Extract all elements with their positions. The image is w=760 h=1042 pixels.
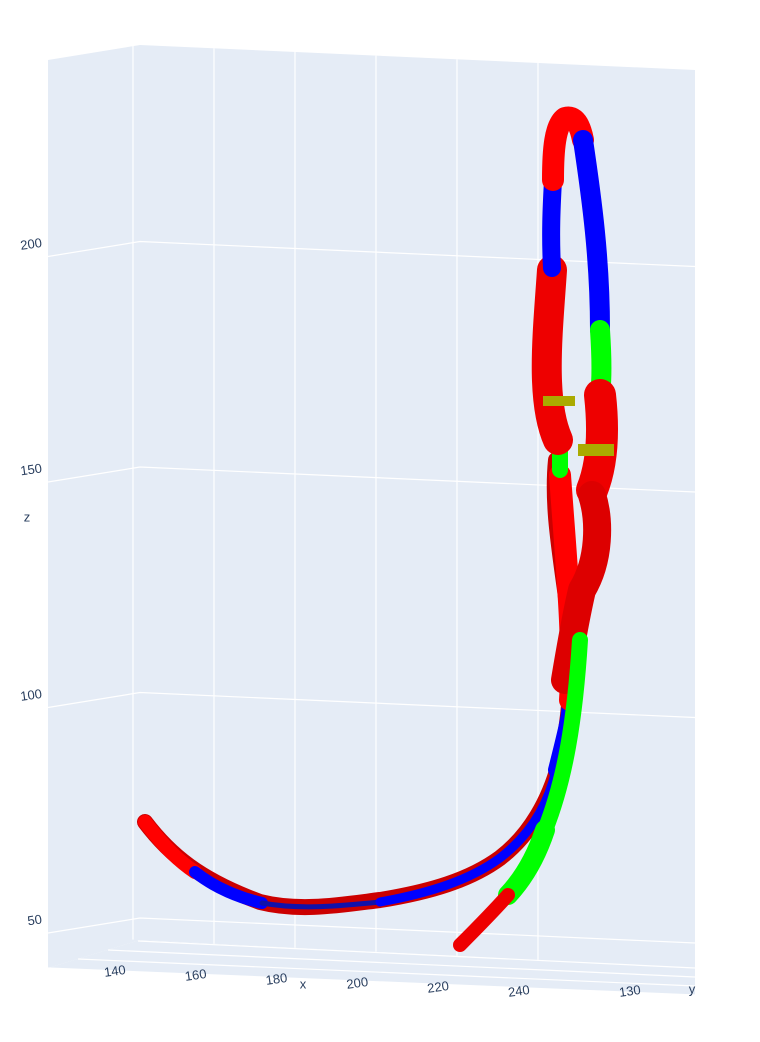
ribbon-segment — [542, 106, 594, 191]
x-tick-label: 200 — [345, 974, 369, 992]
x-axis-title: x — [300, 976, 307, 991]
ribbon-band — [578, 444, 614, 456]
left-wall — [48, 45, 140, 968]
ribbon-segment — [189, 866, 268, 909]
z-axis-title: z — [24, 509, 31, 524]
z-tick-label: 50 — [26, 912, 42, 929]
grid-line — [47, 240, 696, 268]
grid-line — [47, 466, 696, 493]
ribbon-segment — [375, 765, 561, 907]
x-tick-label: 240 — [507, 982, 531, 1000]
grid — [47, 44, 696, 996]
grid-line — [137, 940, 696, 969]
ribbon-segment — [453, 888, 515, 952]
grid-line — [47, 917, 696, 944]
ribbon-band — [543, 396, 575, 406]
ribbon-segment — [542, 171, 562, 277]
x-tick-label: 160 — [184, 966, 208, 984]
ribbon-segment — [537, 632, 588, 838]
ribbon-segment — [576, 379, 618, 506]
grid-line — [77, 958, 696, 987]
grid-line — [47, 967, 696, 996]
ribbon — [137, 106, 618, 952]
grid-line — [47, 691, 696, 719]
z-tick-label: 150 — [19, 461, 43, 479]
ribbon-segment — [531, 255, 573, 455]
y-axis-title: y — [689, 981, 696, 996]
axis-labels: x y z — [24, 509, 696, 996]
x-tick-label: 220 — [426, 978, 450, 996]
z-tick-label: 200 — [19, 235, 43, 253]
grid-line — [107, 949, 696, 978]
x-tick-label: 140 — [103, 962, 127, 980]
z-tick-label: 100 — [19, 686, 43, 704]
y-tick-label: 130 — [618, 982, 642, 1000]
back-wall — [140, 45, 695, 968]
x-tick-label: 180 — [265, 970, 289, 988]
floor — [48, 940, 695, 995]
ribbon-segment — [551, 481, 612, 694]
ribbon-segment — [573, 130, 610, 340]
ribbon-segment — [259, 899, 383, 910]
